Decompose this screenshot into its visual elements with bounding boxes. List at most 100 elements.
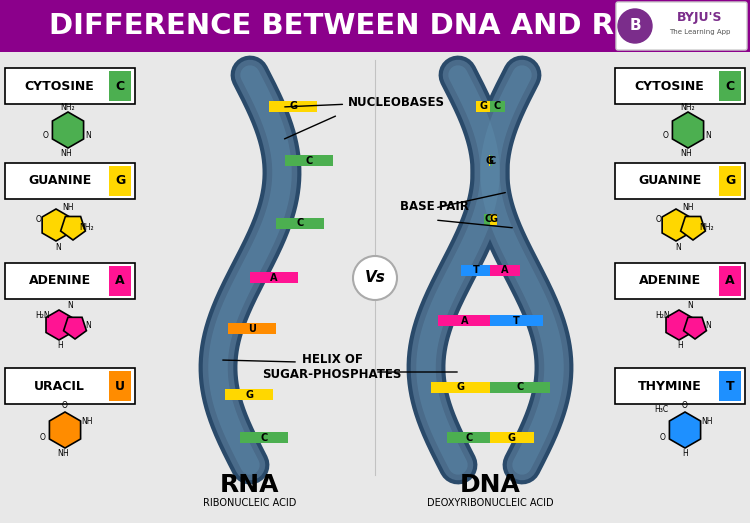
Text: O: O [663, 131, 669, 140]
Polygon shape [61, 217, 86, 240]
FancyBboxPatch shape [109, 371, 131, 401]
Text: Vs: Vs [364, 270, 386, 286]
Text: NH: NH [701, 417, 712, 426]
Bar [490, 101, 505, 112]
Text: H: H [57, 342, 63, 350]
Bar [491, 155, 493, 166]
Polygon shape [46, 310, 72, 340]
Text: THYMINE: THYMINE [638, 380, 701, 392]
Text: CYTOSINE: CYTOSINE [634, 79, 704, 93]
Text: C: C [261, 433, 268, 442]
Text: A: A [460, 316, 468, 326]
Text: B: B [629, 18, 640, 33]
Text: G: G [724, 175, 735, 188]
Polygon shape [673, 112, 704, 148]
Text: NUCLEOBASES: NUCLEOBASES [285, 96, 445, 108]
Text: NH₂: NH₂ [61, 103, 75, 111]
Text: T: T [726, 380, 734, 392]
FancyBboxPatch shape [615, 263, 745, 299]
Polygon shape [42, 209, 70, 241]
FancyBboxPatch shape [109, 71, 131, 101]
Bar [490, 265, 520, 276]
FancyBboxPatch shape [719, 166, 741, 196]
Text: C: C [517, 382, 524, 392]
Bar [438, 315, 491, 326]
Text: H₃C: H₃C [654, 405, 668, 415]
FancyBboxPatch shape [109, 266, 131, 296]
Polygon shape [50, 412, 80, 448]
FancyBboxPatch shape [616, 2, 747, 50]
Text: HELIX OF
SUGAR-PHOSPHATES: HELIX OF SUGAR-PHOSPHATES [262, 353, 402, 381]
Text: N: N [705, 131, 711, 140]
FancyBboxPatch shape [5, 163, 135, 199]
FancyBboxPatch shape [5, 68, 135, 104]
Text: G: G [115, 175, 125, 188]
Text: DEOXYRIBONUCLEIC ACID: DEOXYRIBONUCLEIC ACID [427, 498, 554, 508]
Bar [461, 265, 491, 276]
Text: G: G [290, 101, 298, 111]
Text: C: C [296, 218, 304, 228]
Text: H: H [686, 149, 691, 157]
Text: N: N [680, 149, 686, 157]
Text: NH: NH [81, 417, 93, 426]
Bar [276, 218, 324, 229]
Text: C: C [494, 101, 501, 111]
Text: N: N [85, 131, 91, 140]
Text: G: G [489, 214, 497, 224]
Polygon shape [670, 412, 700, 448]
Text: GUANINE: GUANINE [28, 175, 92, 188]
FancyBboxPatch shape [5, 368, 135, 404]
FancyBboxPatch shape [109, 166, 131, 196]
Text: C: C [466, 433, 472, 442]
Text: N: N [85, 321, 91, 329]
Text: A: A [116, 275, 124, 288]
Text: H: H [65, 149, 70, 157]
Text: N: N [60, 149, 66, 157]
Text: G: G [485, 156, 494, 166]
Text: RNA: RNA [220, 473, 280, 497]
Text: C: C [484, 214, 491, 224]
Text: GUANINE: GUANINE [638, 175, 701, 188]
Bar [250, 272, 298, 283]
Text: C: C [725, 79, 734, 93]
Bar [490, 315, 543, 326]
Text: H: H [62, 449, 68, 459]
Bar [490, 381, 550, 392]
Text: N: N [675, 243, 681, 252]
Bar [484, 214, 491, 225]
Text: T: T [513, 316, 520, 326]
Text: NH₂: NH₂ [681, 103, 695, 111]
Bar [430, 381, 491, 392]
Text: H: H [677, 342, 682, 350]
Text: DNA: DNA [460, 473, 520, 497]
Text: RIBONUCLEIC ACID: RIBONUCLEIC ACID [203, 498, 297, 508]
Bar [476, 101, 491, 112]
Bar [490, 432, 533, 443]
FancyBboxPatch shape [615, 68, 745, 104]
Text: O: O [660, 434, 666, 442]
Text: N: N [57, 449, 63, 459]
Text: A: A [725, 275, 735, 288]
Text: H₂N: H₂N [36, 311, 50, 320]
Text: URACIL: URACIL [34, 380, 85, 392]
Bar [448, 432, 491, 443]
Text: C: C [116, 79, 124, 93]
Text: BYJU'S: BYJU'S [677, 12, 723, 25]
Bar [488, 155, 490, 166]
Polygon shape [683, 317, 706, 339]
Text: NH₂: NH₂ [80, 222, 94, 232]
FancyBboxPatch shape [719, 266, 741, 296]
Text: O: O [40, 434, 46, 442]
Text: N: N [687, 301, 693, 311]
FancyBboxPatch shape [719, 371, 741, 401]
FancyBboxPatch shape [615, 163, 745, 199]
Text: O: O [656, 215, 662, 224]
Bar [286, 155, 334, 166]
Circle shape [353, 256, 397, 300]
Circle shape [618, 9, 652, 43]
Text: C: C [306, 156, 313, 166]
Polygon shape [662, 209, 690, 241]
Text: NH₂: NH₂ [700, 222, 714, 232]
Text: G: G [480, 101, 488, 111]
Text: O: O [43, 131, 49, 140]
